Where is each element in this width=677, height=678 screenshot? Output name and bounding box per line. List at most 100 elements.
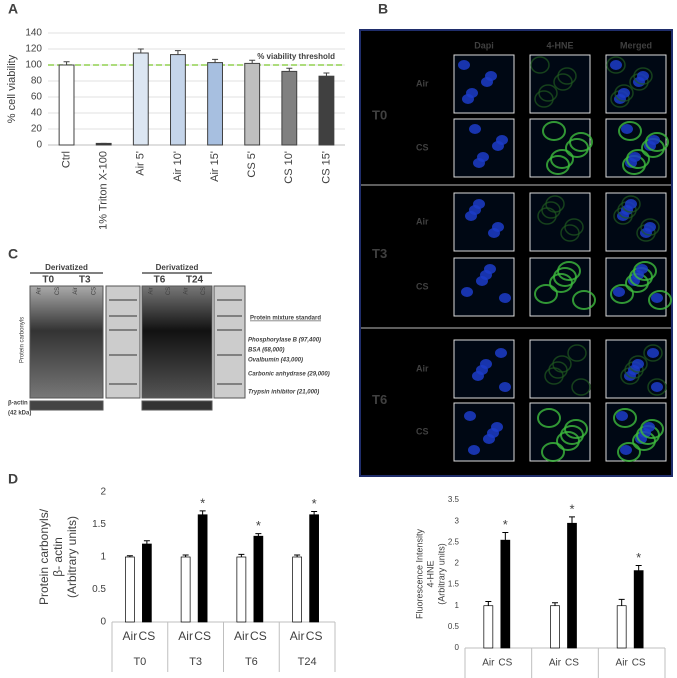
stain (628, 355, 648, 373)
y-tick-label: 0.5 (92, 584, 106, 595)
time-label: T3 (79, 275, 91, 286)
standard-label: Phosphorylase B (97,400) (248, 338, 321, 344)
y-tick-label: 2 (455, 559, 460, 568)
stain (633, 67, 653, 85)
bar (281, 70, 298, 146)
bar (142, 543, 152, 623)
stain (621, 195, 641, 213)
nucleus (461, 287, 473, 297)
y-tick-label: 0 (100, 617, 106, 628)
stain (564, 218, 584, 236)
nucleus (647, 348, 659, 358)
bar-label: Air (616, 658, 629, 669)
axis-title: β- actin (51, 537, 65, 577)
significance: * (636, 550, 641, 565)
standard-label: Trypsin inhibitor (21,000) (248, 390, 319, 396)
error-bar (137, 48, 144, 53)
panel-letter: C (8, 246, 18, 262)
condition-label: Air (416, 363, 429, 373)
bar (550, 605, 560, 649)
error-bar (294, 554, 301, 557)
stain (534, 284, 558, 304)
bar (180, 556, 191, 623)
stain (606, 56, 626, 74)
bar-label: Air (178, 629, 193, 643)
stain (617, 442, 641, 462)
error-bar (569, 516, 575, 524)
bar-label: Air (549, 658, 562, 669)
y-tick-label: 120 (25, 44, 42, 55)
nucleus (636, 264, 648, 274)
x-tick-label: Ctrl (60, 151, 72, 168)
nucleus (651, 382, 663, 392)
nucleus (480, 359, 492, 369)
column-header: Dapi (474, 40, 494, 50)
lane-label: Air (183, 287, 189, 294)
error-bar (323, 72, 330, 77)
stain (569, 132, 593, 152)
lane-label: Air (148, 287, 154, 294)
blot-standard (213, 285, 246, 399)
stain (530, 56, 550, 74)
time-label: T3 (372, 246, 387, 261)
error-bar (255, 533, 262, 537)
standard-label: Ovalbumin (43,000) (248, 358, 303, 364)
axis-label: Protein carbonyls (20, 317, 26, 363)
stain (648, 290, 672, 310)
x-tick-label: Air 15' (209, 151, 221, 182)
y-tick-label: 0 (36, 140, 42, 151)
bar (633, 570, 644, 649)
nucleus (485, 71, 497, 81)
panel-letter: A (8, 1, 18, 17)
loading-label: (42 kDa) (8, 411, 31, 417)
significance: * (200, 495, 205, 510)
significance: * (256, 518, 261, 533)
condition-label: Air (416, 216, 429, 226)
y-tick-label: 1.5 (92, 519, 106, 530)
bar (292, 556, 302, 623)
bar-label: CS (498, 658, 512, 669)
error-bar (199, 510, 206, 515)
bar (500, 539, 511, 649)
y-tick-label: 0.5 (448, 622, 460, 631)
y-tick-label: 1.5 (448, 580, 460, 589)
nucleus (644, 222, 656, 232)
bar (483, 605, 494, 649)
condition-label: CS (416, 142, 429, 152)
bar (244, 62, 261, 146)
stain (640, 419, 664, 439)
bar (236, 556, 247, 623)
stain (613, 408, 637, 428)
nucleus (618, 88, 630, 98)
x-tick-label: T0 (133, 656, 146, 668)
x-tick-label: T3 (189, 656, 202, 668)
bar-label: CS (250, 629, 267, 643)
panel-letter: B (378, 1, 388, 17)
nucleus (469, 124, 481, 134)
stain (542, 121, 566, 141)
stain (647, 378, 667, 396)
nucleus (620, 445, 632, 455)
micro-tile (605, 402, 667, 462)
y-tick-label: 140 (25, 28, 42, 39)
micro-tile (453, 402, 515, 462)
bar-label: CS (565, 658, 579, 669)
axis-title: % cell viability (6, 54, 18, 123)
micro-tile (453, 118, 515, 178)
column-header: 4-HNE (546, 40, 573, 50)
nucleus (651, 293, 663, 303)
y-tick-label: 2 (100, 487, 106, 498)
stain (557, 67, 577, 85)
bar-label: Air (290, 629, 305, 643)
x-tick-label: T6 (245, 656, 258, 668)
nucleus (468, 445, 480, 455)
stain (537, 408, 561, 428)
bar-label: CS (194, 629, 211, 643)
y-tick-label: 2.5 (448, 537, 460, 546)
stain (618, 121, 642, 141)
actin-band (141, 400, 213, 411)
condition-label: Air (416, 78, 429, 88)
nucleus (637, 71, 649, 81)
stain (550, 149, 574, 169)
y-tick-label: 20 (31, 124, 43, 135)
